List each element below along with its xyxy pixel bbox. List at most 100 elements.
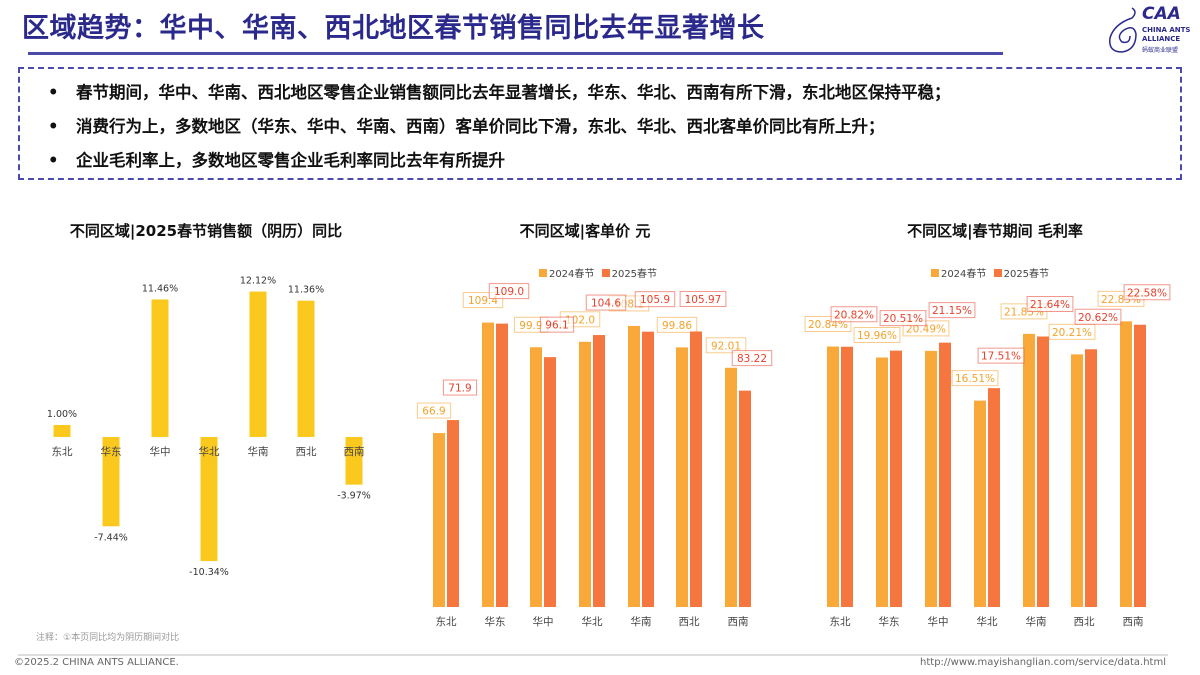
bar-2024春节 xyxy=(827,346,839,607)
legend-label: 2024春节 xyxy=(940,269,987,280)
data-label-box xyxy=(853,327,901,343)
bar-yoy xyxy=(297,300,315,437)
bar-2025春节 xyxy=(544,357,556,607)
data-label: 17.51% xyxy=(981,351,1021,363)
category-label: 华中 xyxy=(150,445,171,458)
bar-2025春节 xyxy=(496,323,508,607)
summary-box: • 春节期间，华中、华南、西北地区零售企业销售额同比去年显著增长，华东、华北、西南… xyxy=(18,67,1182,180)
bar-2024春节 xyxy=(628,325,640,607)
data-label: 20.21% xyxy=(1052,327,1092,339)
data-label: 21.64% xyxy=(1030,299,1070,311)
data-label-box xyxy=(679,290,727,307)
legend-label: 2024春节 xyxy=(548,269,595,280)
category-label: 华北 xyxy=(977,615,998,628)
category-label: 华北 xyxy=(199,445,220,458)
bar-2025春节 xyxy=(1085,349,1097,607)
bar-2025春节 xyxy=(939,342,951,607)
data-label: 20.49% xyxy=(906,323,946,335)
bar-2024春节 xyxy=(530,347,542,607)
bullet-icon: • xyxy=(48,117,59,136)
data-label-box xyxy=(539,316,575,333)
data-label: 104.6 xyxy=(591,298,621,310)
bar-2025春节 xyxy=(642,331,654,607)
data-label: -3.97% xyxy=(337,491,371,502)
bar-2024春节 xyxy=(433,433,445,607)
bullet-icon: • xyxy=(48,83,59,102)
footer-divider xyxy=(18,654,1168,656)
summary-text: 企业毛利率上，多数地区零售企业毛利率同比去年有所提升 xyxy=(76,151,505,170)
legend-swatch-2025 xyxy=(601,269,610,277)
data-label: 71.9 xyxy=(448,383,471,395)
data-label-box xyxy=(416,402,452,419)
bar-2024春节 xyxy=(974,400,986,607)
data-label-box xyxy=(634,291,676,308)
data-label: 21.15% xyxy=(932,305,972,317)
chart2-title: 不同区域|客单价 元 xyxy=(519,222,651,240)
bar-2025春节 xyxy=(447,420,459,607)
category-label: 华东 xyxy=(101,445,122,458)
data-label: 109.0 xyxy=(494,286,524,298)
bar-2025春节 xyxy=(1037,336,1049,607)
data-label: 12.12% xyxy=(240,276,276,287)
category-label: 西北 xyxy=(679,616,700,628)
data-label: -10.34% xyxy=(189,567,229,578)
bar-2025春节 xyxy=(890,350,902,607)
data-label-box xyxy=(928,302,976,319)
data-label: 20.62% xyxy=(1078,312,1118,324)
bar-yoy xyxy=(249,291,267,437)
data-label-box xyxy=(585,294,627,311)
category-label: 西北 xyxy=(1074,616,1096,628)
footnote: 注释：①本页同比均为阴历期间对比 xyxy=(36,633,180,643)
category-label: 华中 xyxy=(928,615,949,628)
bar-2024春节 xyxy=(1023,333,1035,607)
category-label: 西南 xyxy=(1123,615,1144,628)
summary-text: 消费行为上，多数地区（华东、华中、华南、西南）客单价同比下滑，东北、华北、西北客… xyxy=(76,117,885,136)
data-label: 105.9 xyxy=(640,294,670,306)
data-label-box xyxy=(977,347,1025,364)
data-label: 11.36% xyxy=(288,285,324,296)
category-label: 东北 xyxy=(830,615,851,628)
bullet-icon: • xyxy=(48,151,59,170)
category-label: 华北 xyxy=(582,615,603,628)
bar-2024春节 xyxy=(876,357,888,607)
legend-label: 2025春节 xyxy=(611,269,658,280)
category-label: 西南 xyxy=(344,445,365,458)
bar-2025春节 xyxy=(841,346,853,607)
bar-yoy xyxy=(200,437,218,562)
chart3-legend: 2024春节 2025春节 xyxy=(927,265,1049,280)
data-label-box xyxy=(731,350,773,367)
data-label: 11.46% xyxy=(142,283,178,294)
bar-2024春节 xyxy=(579,341,591,607)
data-label: 99.9 xyxy=(519,320,542,332)
chart3-title: 不同区域|春节期间 毛利率 xyxy=(907,222,1083,240)
category-label: 西南 xyxy=(728,615,749,628)
data-label: 19.96% xyxy=(857,330,897,342)
bar-2024春节 xyxy=(925,350,937,607)
category-label: 东北 xyxy=(52,445,73,458)
logo-line3: 蚂蚁商业联盟 xyxy=(1142,47,1179,54)
chart1-title: 不同区域|2025春节销售额（阴历）同比 xyxy=(69,222,343,240)
category-label: 华东 xyxy=(485,615,506,628)
bar-2024春节 xyxy=(1071,354,1083,607)
bar-yoy xyxy=(345,437,363,485)
logo-line2: ALLIANCE xyxy=(1142,35,1181,43)
logo-line1: CHINA ANTS xyxy=(1142,26,1191,34)
bar-2024春节 xyxy=(725,367,737,607)
summary-item: • 企业毛利率上，多数地区零售企业毛利率同比去年有所提升 xyxy=(48,147,505,171)
data-label: 20.82% xyxy=(834,309,874,321)
data-label-box xyxy=(1123,284,1171,301)
summary-text: 春节期间，华中、华南、西北地区零售企业销售额同比去年显著增长，华东、华北、西南有… xyxy=(76,83,951,102)
data-label-box xyxy=(656,316,698,333)
summary-item: • 消费行为上，多数地区（华东、华中、华南、西南）客单价同比下滑，东北、华北、西北… xyxy=(48,113,885,137)
data-label-box xyxy=(1074,308,1122,325)
bar-yoy xyxy=(151,299,169,437)
bar-2025春节 xyxy=(593,335,605,607)
bar-2024春节 xyxy=(482,322,494,607)
data-label: 96.1 xyxy=(545,320,568,332)
data-label: -7.44% xyxy=(94,532,128,543)
data-label-box xyxy=(951,370,999,387)
source-url[interactable]: http://www.mayishanglian.com/service/dat… xyxy=(920,657,1166,668)
data-label: 99.86 xyxy=(662,320,692,332)
logo-brand: CAA xyxy=(1142,4,1181,24)
